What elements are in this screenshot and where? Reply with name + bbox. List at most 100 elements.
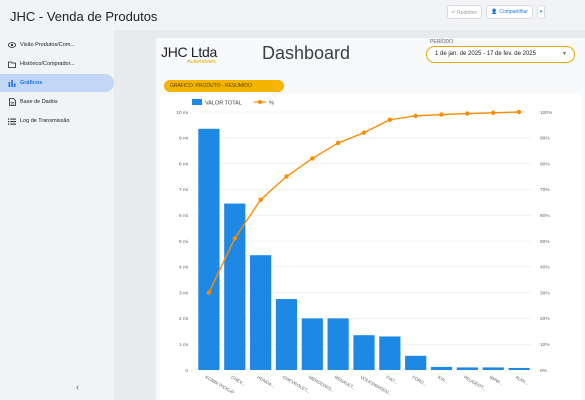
dropdown-arrow-icon: ▼	[562, 51, 567, 57]
line-point	[232, 236, 237, 241]
y-left-tick-label: 3 mi	[179, 290, 188, 296]
brand-logo: JHC Ltda Automóveis	[161, 44, 217, 65]
pareto-chart: 0 1 mi 2 mi 3 mi 4 mi 5 mi 6 mi 7 mi 8 mi 9 mi 10 …	[160, 94, 581, 400]
dashboard-title: Dashboard	[262, 43, 351, 63]
share-options-button[interactable]: ▾	[537, 5, 545, 19]
sidebar: Visão Produtos/Com... Histórico/Comprado…	[0, 30, 114, 400]
section-badge: GRÁFICO: PRODUTO - RESUMIDO	[164, 80, 284, 92]
bar	[405, 355, 427, 370]
line-point	[206, 290, 212, 295]
chevron-down-icon: ▾	[539, 9, 543, 15]
y-left-tick-label: 10 mi	[176, 110, 188, 116]
period-date-range-select[interactable]: 1 de jan. de 2025 - 17 de fev. de 2025 ▼	[426, 46, 575, 63]
line-point	[258, 197, 263, 202]
legend-bar-swatch	[192, 99, 202, 105]
sidebar-item-label: Histórico/Comprador...	[20, 61, 75, 67]
bar-chart-icon	[8, 79, 16, 87]
share-label: Compartilhar	[499, 9, 528, 15]
undo-icon: ↶	[451, 10, 456, 16]
y-left-tick-label: 9 mi	[179, 136, 188, 142]
x-tick-label: PEUGEOT...	[463, 375, 487, 392]
app-title: JHC - Venda de Produtos	[10, 9, 158, 24]
report-canvas: JHC Ltda Automóveis Dashboard PERÍODO 1 …	[114, 30, 585, 400]
legend-line-marker	[258, 100, 262, 104]
x-tick-label: CHEV...	[230, 375, 246, 387]
sidebar-item-base-dados[interactable]: Base de Dados	[0, 93, 114, 111]
x-tick-label: FIAT...	[385, 375, 398, 386]
period-label: PERÍODO	[430, 39, 454, 45]
chart-svg: 0 1 mi 2 mi 3 mi 4 mi 5 mi 6 mi 7 mi 8 mi 9 mi 10 …	[176, 99, 553, 397]
x-tick-label: RENAULT...	[334, 375, 357, 391]
y-right-tick-label: 40%	[540, 265, 550, 271]
visibility-icon	[8, 41, 16, 49]
add-person-icon: 👤	[491, 9, 498, 15]
share-button[interactable]: 👤 Compartilhar	[486, 5, 533, 19]
x-tick-label: BMW...	[489, 375, 504, 387]
bar	[430, 366, 453, 370]
folder-icon	[8, 60, 16, 68]
x-tick-label: HONDA...	[256, 375, 276, 389]
sidebar-item-historico[interactable]: Histórico/Comprador...	[0, 55, 114, 73]
bar	[353, 335, 375, 370]
line-point	[335, 140, 341, 146]
y-right-tick-label: 60%	[540, 213, 550, 219]
y-right-tick-label: 50%	[540, 239, 550, 245]
sidebar-item-log[interactable]: Log de Transmissão	[0, 112, 114, 130]
legend-bar-label: VALOR TOTAL	[205, 101, 242, 107]
brand-subtitle: Automóveis	[187, 59, 216, 65]
report-page: JHC Ltda Automóveis Dashboard PERÍODO 1 …	[156, 38, 585, 400]
bar	[250, 255, 272, 370]
sidebar-item-label: Base de Dados	[20, 99, 58, 105]
y-right-tick-label: 90%	[540, 136, 550, 142]
bar	[327, 318, 349, 370]
sidebar-item-visao-produtos[interactable]: Visão Produtos/Com...	[0, 36, 114, 54]
y-right-tick-label: 80%	[540, 161, 550, 167]
legend-line-label: %	[269, 101, 274, 107]
y-left-tick-label: 8 mi	[179, 161, 188, 167]
top-header: JHC - Venda de Produtos ↶ Redefinir 👤 Co…	[0, 0, 585, 30]
y-left-tick-label: 1 mi	[179, 342, 188, 348]
y-left-tick-label: 0	[185, 368, 188, 374]
y-left-tick-label: 2 mi	[179, 316, 188, 322]
line-point	[491, 110, 496, 115]
bar	[275, 299, 298, 370]
line-point	[516, 109, 522, 115]
line-point	[465, 111, 470, 116]
sidebar-item-label: Log de Transmissão	[20, 118, 70, 124]
period-value: 1 de jan. de 2025 - 17 de fev. de 2025	[435, 51, 536, 57]
x-tick-label: CHEVROLET...	[282, 375, 311, 395]
bar	[301, 318, 323, 370]
line-point	[361, 130, 367, 135]
bar	[508, 367, 530, 370]
line-point	[284, 174, 289, 179]
redefine-button[interactable]: ↶ Redefinir	[446, 5, 483, 19]
sidebar-item-label: Gráficos	[20, 80, 43, 86]
document-icon	[8, 98, 16, 106]
y-left-tick-label: 4 mi	[179, 265, 188, 271]
bar	[456, 367, 478, 370]
y-left-tick-label: 5 mi	[179, 239, 188, 245]
y-left-tick-label: 6 mi	[179, 213, 188, 219]
y-right-tick-label: 20%	[540, 316, 550, 322]
x-tick-label: MERCEDES...	[308, 375, 336, 394]
brand-name: JHC Ltda	[161, 44, 217, 60]
sidebar-item-label: Visão Produtos/Com...	[20, 42, 75, 48]
redefine-label: Redefinir	[457, 10, 478, 16]
line-point	[310, 156, 315, 161]
y-left-tick-label: 7 mi	[179, 187, 188, 193]
bar	[224, 203, 246, 370]
y-right-tick-label: 10%	[540, 342, 550, 348]
y-right-tick-label: 0%	[540, 368, 548, 374]
line-point	[413, 113, 418, 119]
x-tick-label: FORD...	[411, 375, 428, 388]
y-right-tick-label: 100%	[540, 110, 553, 116]
x-tick-label: KIA...	[437, 375, 449, 385]
x-tick-label: AUDI...	[515, 375, 530, 387]
y-right-tick-label: 70%	[540, 187, 550, 193]
bar	[379, 336, 401, 370]
sidebar-item-graficos[interactable]: Gráficos	[0, 74, 114, 92]
collapse-sidebar-button[interactable]: ‹	[76, 382, 79, 392]
y-right-tick-label: 30%	[540, 290, 550, 296]
bar	[482, 367, 504, 370]
line-point	[439, 112, 444, 117]
